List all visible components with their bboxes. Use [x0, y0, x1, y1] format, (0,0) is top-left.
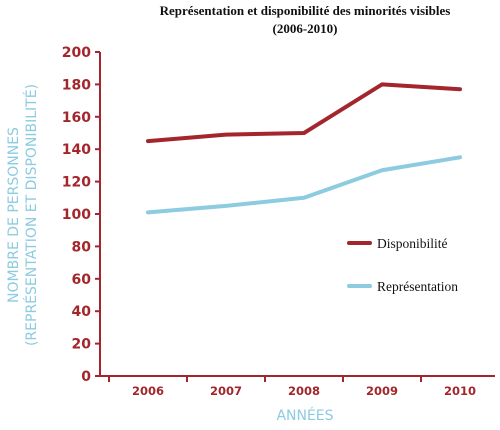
axes: [99, 52, 495, 377]
legend-label-representation: Représentation: [377, 279, 458, 294]
x-tick-label: 2007: [210, 384, 242, 398]
x-tick-label: 2006: [132, 384, 164, 398]
y-tick-label: 200: [62, 45, 91, 61]
y-axis-label-line2: (REPRÉSENTATION ET DISPONIBILITÉ): [23, 84, 40, 346]
y-tick-label: 120: [62, 175, 91, 191]
x-tick-label: 2010: [444, 384, 476, 398]
y-tick-label: 20: [72, 337, 92, 353]
series-lines: [146, 82, 462, 215]
y-tick-label: 80: [72, 239, 92, 255]
y-tick-label: 100: [62, 207, 91, 223]
x-tick-label: 2009: [366, 384, 398, 398]
legend: Disponibilité Représentation: [347, 236, 458, 294]
x-ticks: 2006 2007 2008 2009 2010: [108, 376, 476, 398]
y-tick-label: 0: [81, 369, 91, 385]
x-tick-label: 2008: [288, 384, 320, 398]
y-tick-label: 140: [62, 142, 91, 158]
series-line-representation: [146, 155, 462, 215]
y-axis-label: NOMBRE DE PERSONNES (REPRÉSENTATION ET D…: [6, 84, 40, 346]
y-ticks: 0 20 40 60 80 100 120 140 160 180 200: [62, 45, 100, 385]
y-tick-label: 180: [62, 77, 91, 93]
series-line-disponibilite: [146, 82, 462, 144]
chart-subtitle: (2006-2010): [273, 21, 338, 36]
y-axis-label-line1: NOMBRE DE PERSONNES: [6, 127, 22, 303]
chart-title: Représentation et disponibilité des mino…: [160, 3, 451, 18]
x-axis-label: ANNÉES: [276, 407, 333, 424]
y-tick-label: 160: [62, 110, 91, 126]
y-tick-label: 60: [72, 272, 92, 288]
y-tick-label: 40: [72, 304, 92, 320]
legend-label-disponibilite: Disponibilité: [377, 236, 448, 251]
